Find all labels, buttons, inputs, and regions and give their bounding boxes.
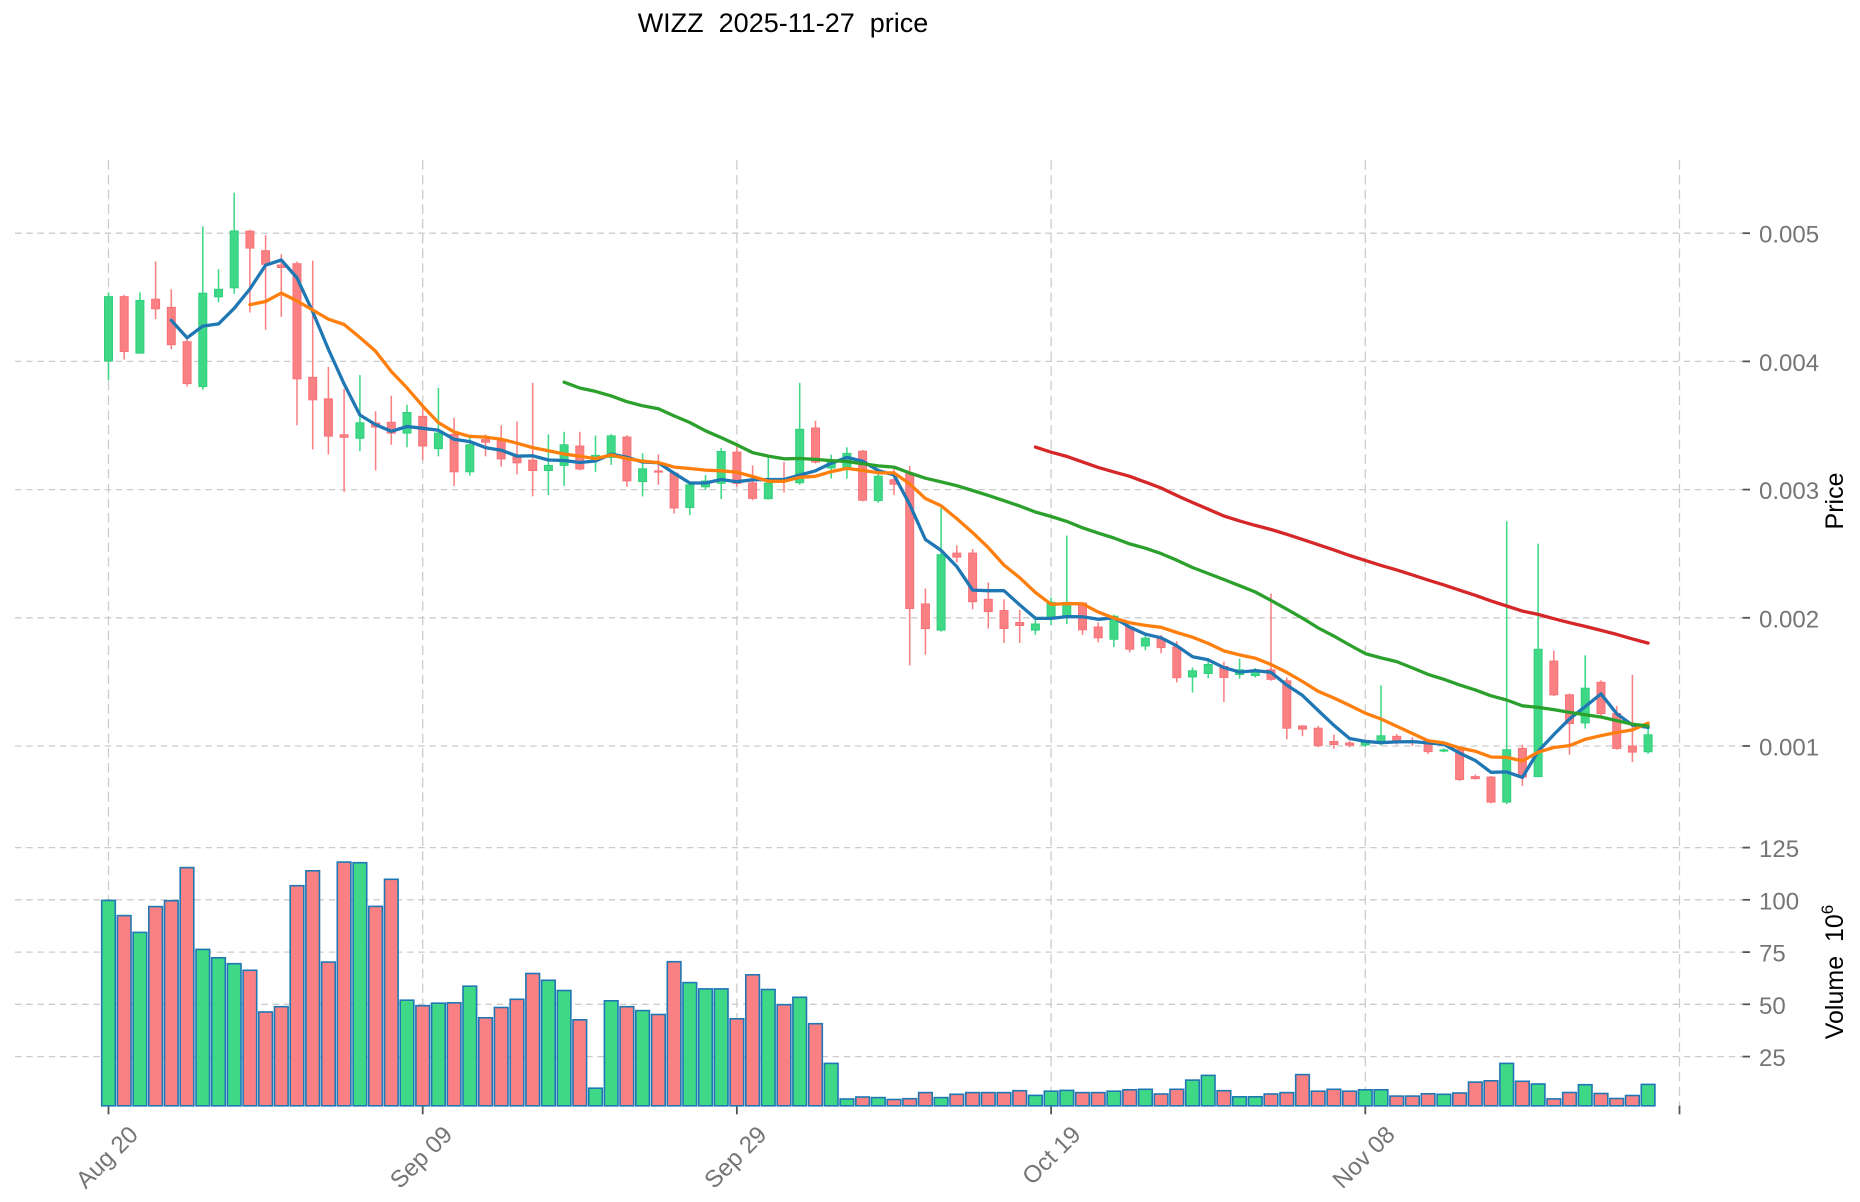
svg-text:WIZZ 2025-11-27 price: WIZZ 2025-11-27 price [638, 8, 929, 38]
svg-text:25: 25 [1759, 1045, 1786, 1072]
svg-text:100: 100 [1759, 888, 1799, 915]
svg-text:50: 50 [1759, 993, 1786, 1020]
svg-text:75: 75 [1759, 941, 1786, 968]
svg-text:Price: Price [1821, 473, 1849, 530]
svg-text:0.004: 0.004 [1759, 350, 1819, 377]
svg-text:0.002: 0.002 [1759, 606, 1819, 633]
svg-text:0.005: 0.005 [1759, 222, 1819, 249]
svg-text:Volume 106: Volume 106 [1818, 905, 1849, 1040]
svg-text:0.003: 0.003 [1759, 478, 1819, 505]
svg-text:125: 125 [1759, 836, 1799, 863]
svg-text:0.001: 0.001 [1759, 735, 1819, 762]
